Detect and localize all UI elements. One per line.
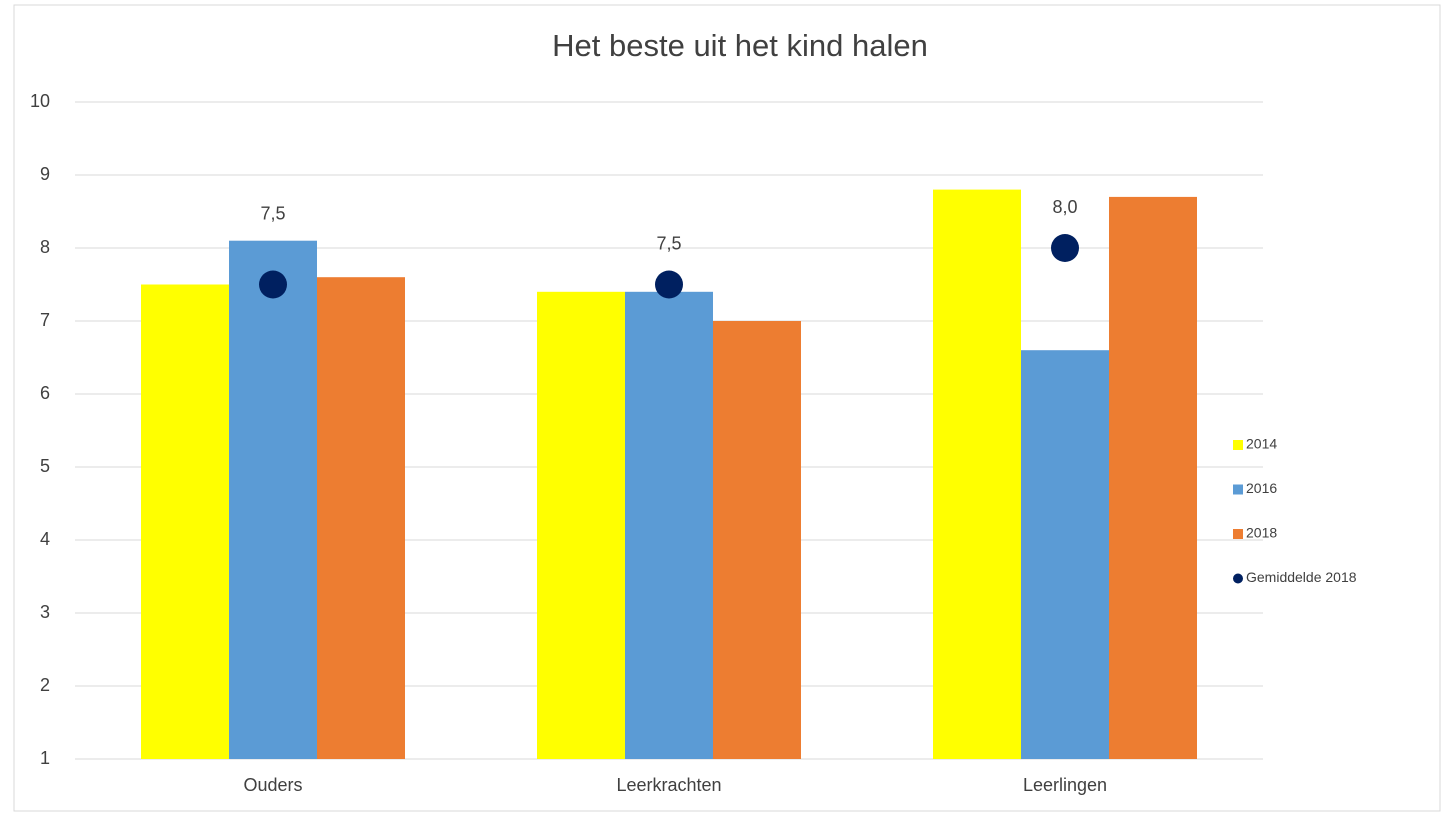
bar bbox=[1109, 196, 1197, 759]
average-dot bbox=[1051, 234, 1079, 262]
x-tick-label: Ouders bbox=[243, 775, 302, 795]
bar bbox=[537, 291, 625, 759]
y-tick-label: 2 bbox=[40, 675, 50, 695]
y-tick-label: 8 bbox=[40, 237, 50, 257]
legend-swatch bbox=[1233, 573, 1243, 584]
bar bbox=[625, 291, 713, 759]
chart-title: Het beste uit het kind halen bbox=[552, 28, 928, 63]
y-tick-label: 3 bbox=[40, 602, 50, 622]
bar bbox=[933, 189, 1021, 760]
legend-swatch bbox=[1233, 529, 1243, 539]
y-tick-label: 4 bbox=[40, 529, 50, 549]
y-tick-label: 1 bbox=[40, 748, 50, 768]
y-tick-label: 9 bbox=[40, 164, 50, 184]
legend-swatch bbox=[1233, 440, 1243, 450]
bar bbox=[713, 321, 801, 759]
legend-label: 2018 bbox=[1246, 525, 1277, 541]
x-tick-label: Leerlingen bbox=[1023, 775, 1107, 795]
data-label: 7,5 bbox=[656, 233, 681, 253]
legend-label: Gemiddelde 2018 bbox=[1246, 569, 1357, 585]
y-tick-label: 7 bbox=[40, 310, 50, 330]
legend-swatch bbox=[1233, 484, 1243, 495]
average-dot bbox=[259, 270, 287, 299]
y-tick-label: 5 bbox=[40, 456, 50, 476]
bar bbox=[141, 284, 229, 759]
average-dot bbox=[655, 270, 683, 299]
data-label: 7,5 bbox=[260, 203, 285, 223]
y-tick-label: 6 bbox=[40, 383, 50, 403]
bar bbox=[1021, 350, 1109, 759]
bar bbox=[229, 240, 317, 759]
x-tick-label: Leerkrachten bbox=[616, 775, 721, 795]
data-label: 8,0 bbox=[1052, 197, 1077, 217]
legend-label: 2014 bbox=[1246, 436, 1277, 452]
legend-label: 2016 bbox=[1246, 480, 1277, 496]
bar bbox=[317, 277, 405, 759]
y-tick-label: 10 bbox=[30, 91, 50, 111]
